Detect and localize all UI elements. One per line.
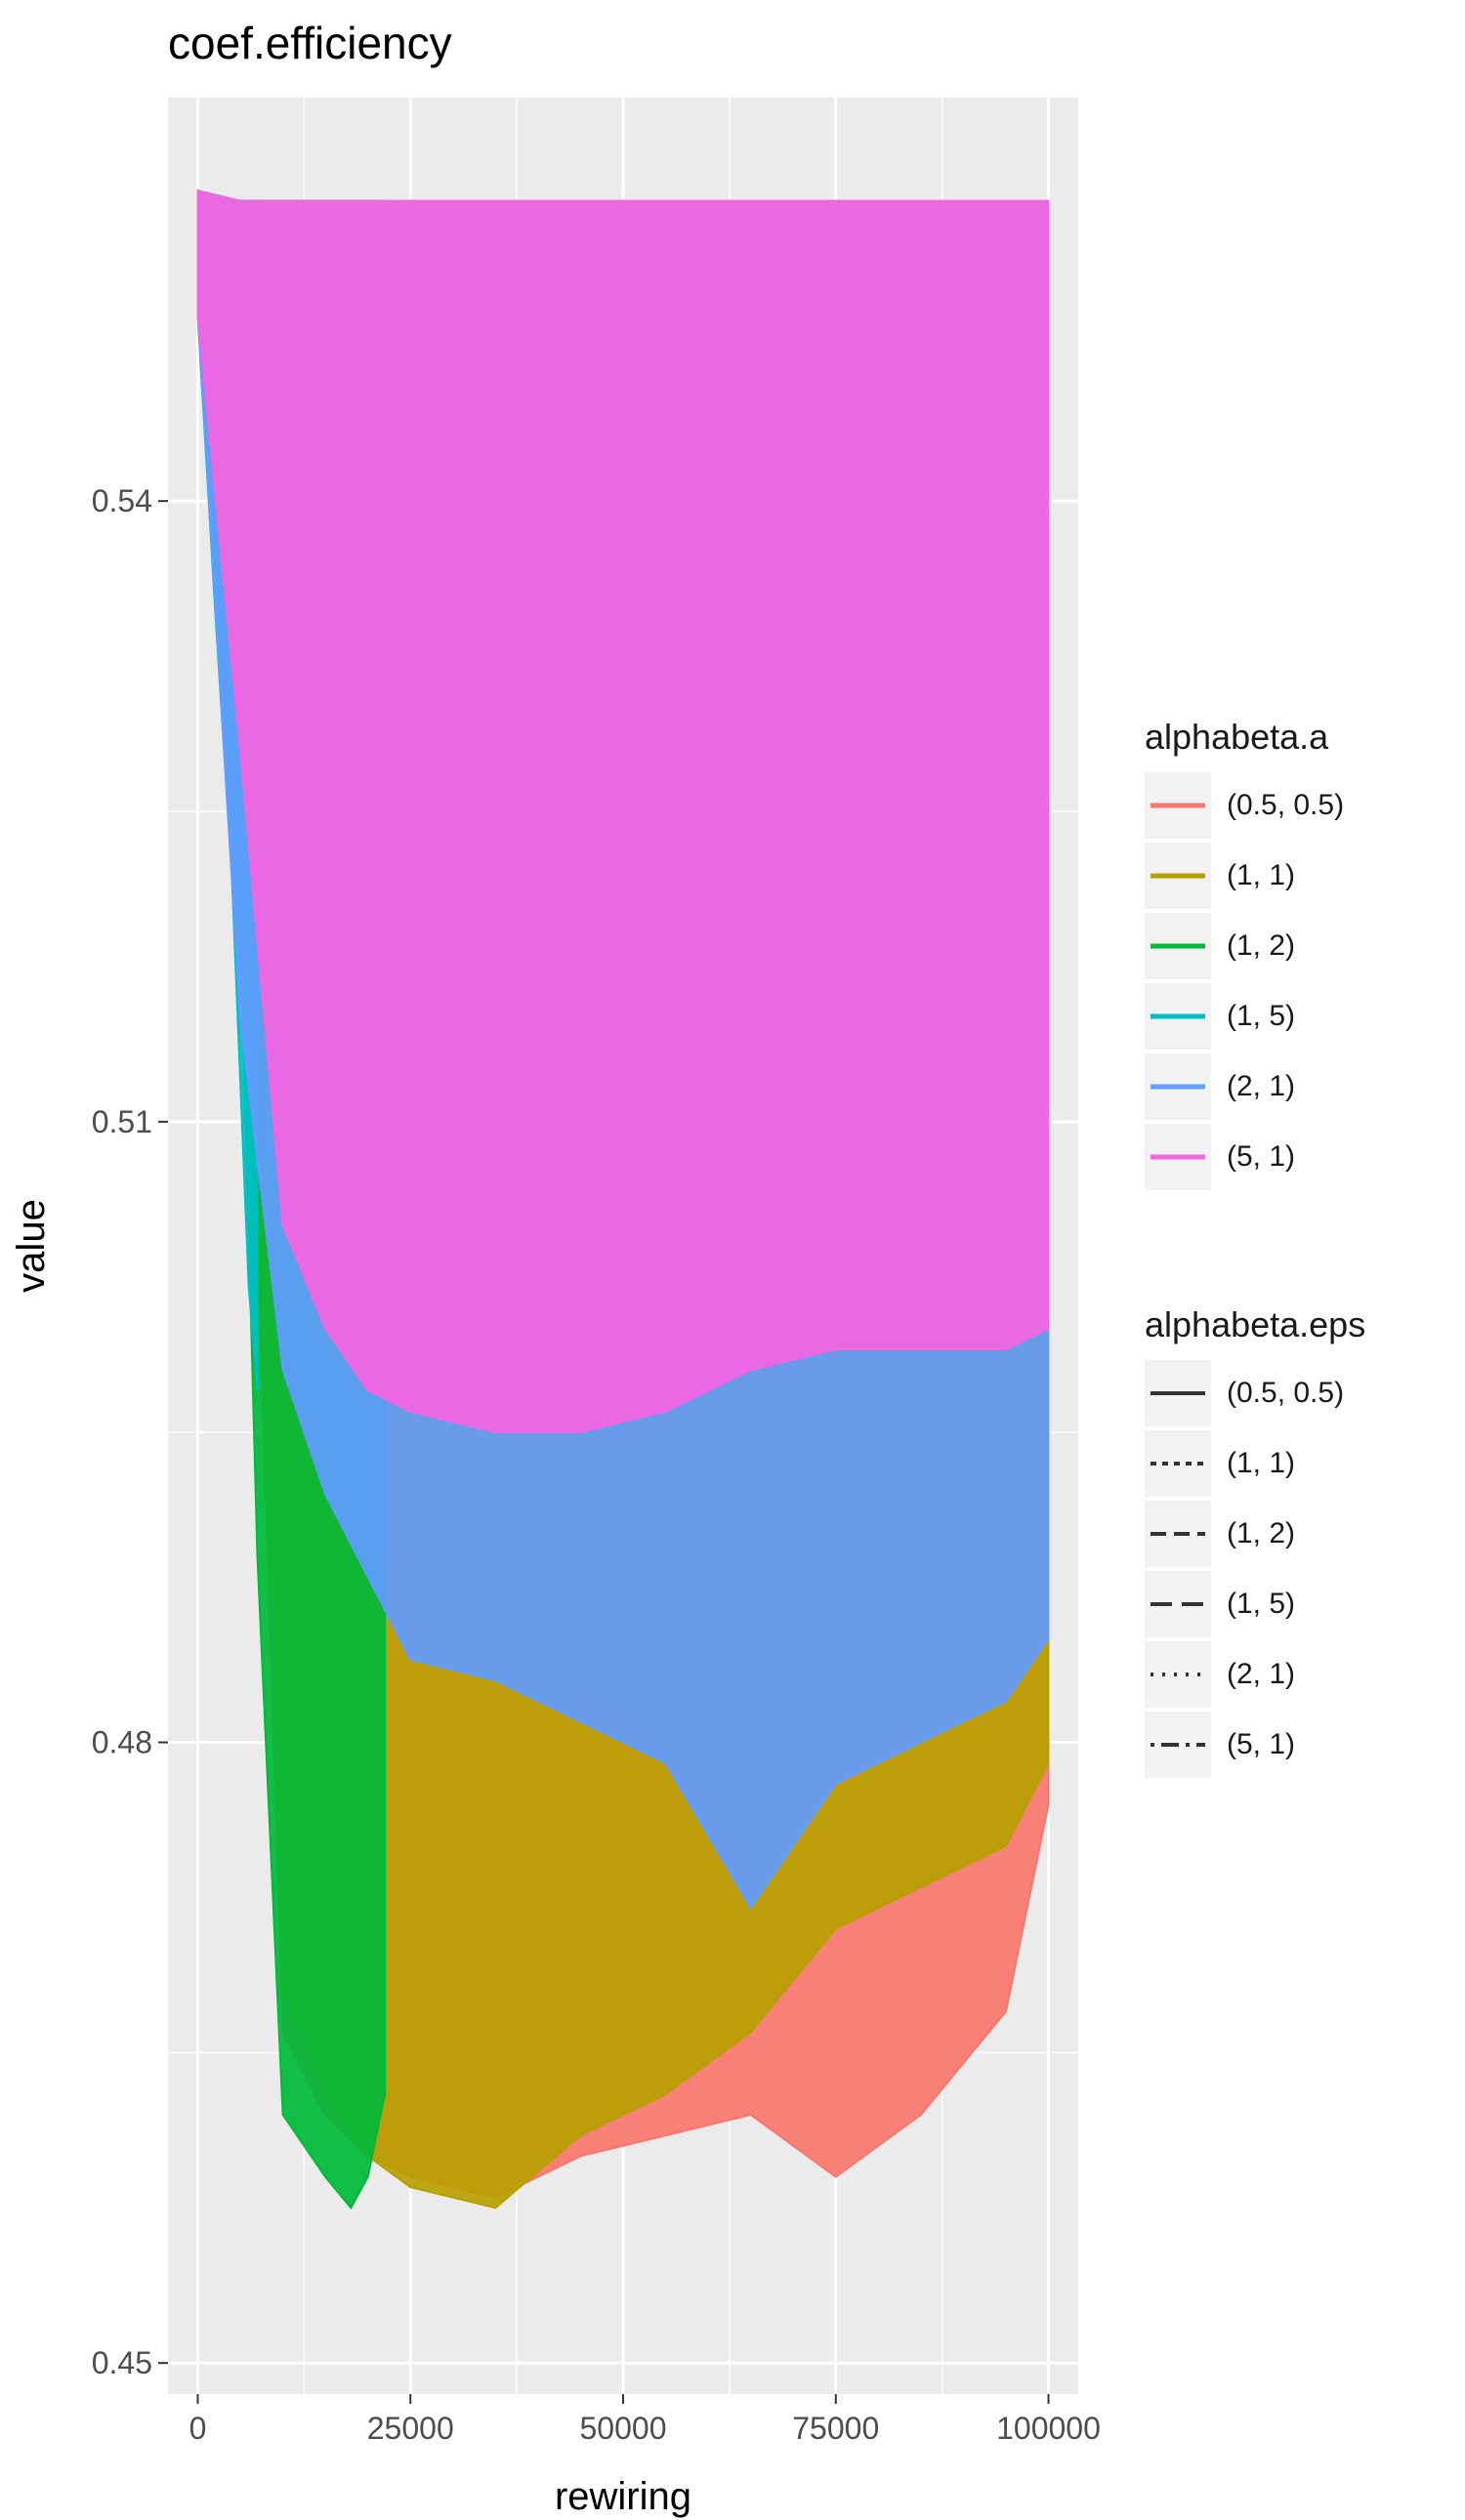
x-tick-label: 25000	[367, 2411, 454, 2446]
legend-label: (1, 1)	[1227, 1447, 1296, 1479]
legend-key	[1145, 1430, 1211, 1497]
legend-key	[1145, 983, 1211, 1050]
y-tick-label: 0.51	[92, 1104, 152, 1139]
legend-label: (1, 2)	[1227, 1517, 1296, 1549]
legend-item: (1, 1)	[1145, 841, 1344, 911]
x-axis-label: rewiring	[555, 2475, 691, 2518]
legend-label: (5, 1)	[1227, 1140, 1296, 1173]
legend-key	[1145, 1641, 1211, 1708]
legend-item: (5, 1)	[1145, 1710, 1365, 1780]
y-axis: 0.45 0.48 0.51 0.54	[92, 483, 168, 2380]
legend-item: (1, 2)	[1145, 1499, 1365, 1569]
x-tick-label: 50000	[580, 2411, 667, 2446]
x-axis: 0 25000 50000 75000 100000	[189, 2394, 1101, 2446]
legend-label: (1, 5)	[1227, 1588, 1296, 1620]
legend-item: (0.5, 0.5)	[1145, 770, 1344, 841]
legend-key	[1145, 843, 1211, 909]
legend-key	[1145, 913, 1211, 979]
legend-title-colour: alphabeta.a	[1145, 717, 1329, 757]
legend-key	[1145, 1053, 1211, 1120]
legend-key	[1145, 1712, 1211, 1778]
legend-item: (0.5, 0.5)	[1145, 1358, 1365, 1428]
legend-key	[1145, 1360, 1211, 1426]
legend-item: (1, 2)	[1145, 911, 1344, 981]
legend-label: (5, 1)	[1227, 1728, 1296, 1760]
legend-item: (5, 1)	[1145, 1122, 1344, 1192]
x-tick-label: 75000	[792, 2411, 879, 2446]
legend-item: (2, 1)	[1145, 1052, 1344, 1122]
legend-alphabeta-a: alphabeta.a (0.5, 0.5) (1, 1) (1, 2) (1, 5)…	[1145, 718, 1344, 1192]
legend-label: (2, 1)	[1227, 1658, 1296, 1690]
legend-label: (0.5, 0.5)	[1227, 1377, 1345, 1409]
legend-key	[1145, 1501, 1211, 1567]
legend-key	[1145, 1124, 1211, 1190]
y-tick-label: 0.45	[92, 2345, 152, 2380]
legend-label: (0.5, 0.5)	[1227, 789, 1345, 821]
x-tick-label: 100000	[996, 2411, 1101, 2446]
y-tick-label: 0.48	[92, 1725, 152, 1760]
series-band-5-1	[196, 189, 1050, 1433]
legend-key	[1145, 772, 1211, 839]
legend-item: (1, 5)	[1145, 981, 1344, 1052]
legend-title-linetype: alphabeta.eps	[1145, 1304, 1366, 1344]
legend-item: (2, 1)	[1145, 1639, 1365, 1710]
x-tick-label: 0	[189, 2411, 207, 2446]
legend-label: (1, 5)	[1227, 1000, 1296, 1032]
legend-label: (1, 2)	[1227, 930, 1296, 962]
legend-label: (1, 1)	[1227, 859, 1296, 891]
legend-alphabeta-eps: alphabeta.eps (0.5, 0.5) (1, 1) (1, 2) (1, …	[1145, 1305, 1365, 1780]
y-tick-label: 0.54	[92, 483, 152, 518]
y-axis-label: value	[10, 1199, 53, 1293]
legend-item: (1, 5)	[1145, 1569, 1365, 1639]
series-envelopes	[196, 188, 1050, 2210]
legend-item: (1, 1)	[1145, 1428, 1365, 1499]
legend-label: (2, 1)	[1227, 1070, 1296, 1102]
legend-key	[1145, 1571, 1211, 1637]
chart-title: coef.efficiency	[168, 18, 452, 68]
